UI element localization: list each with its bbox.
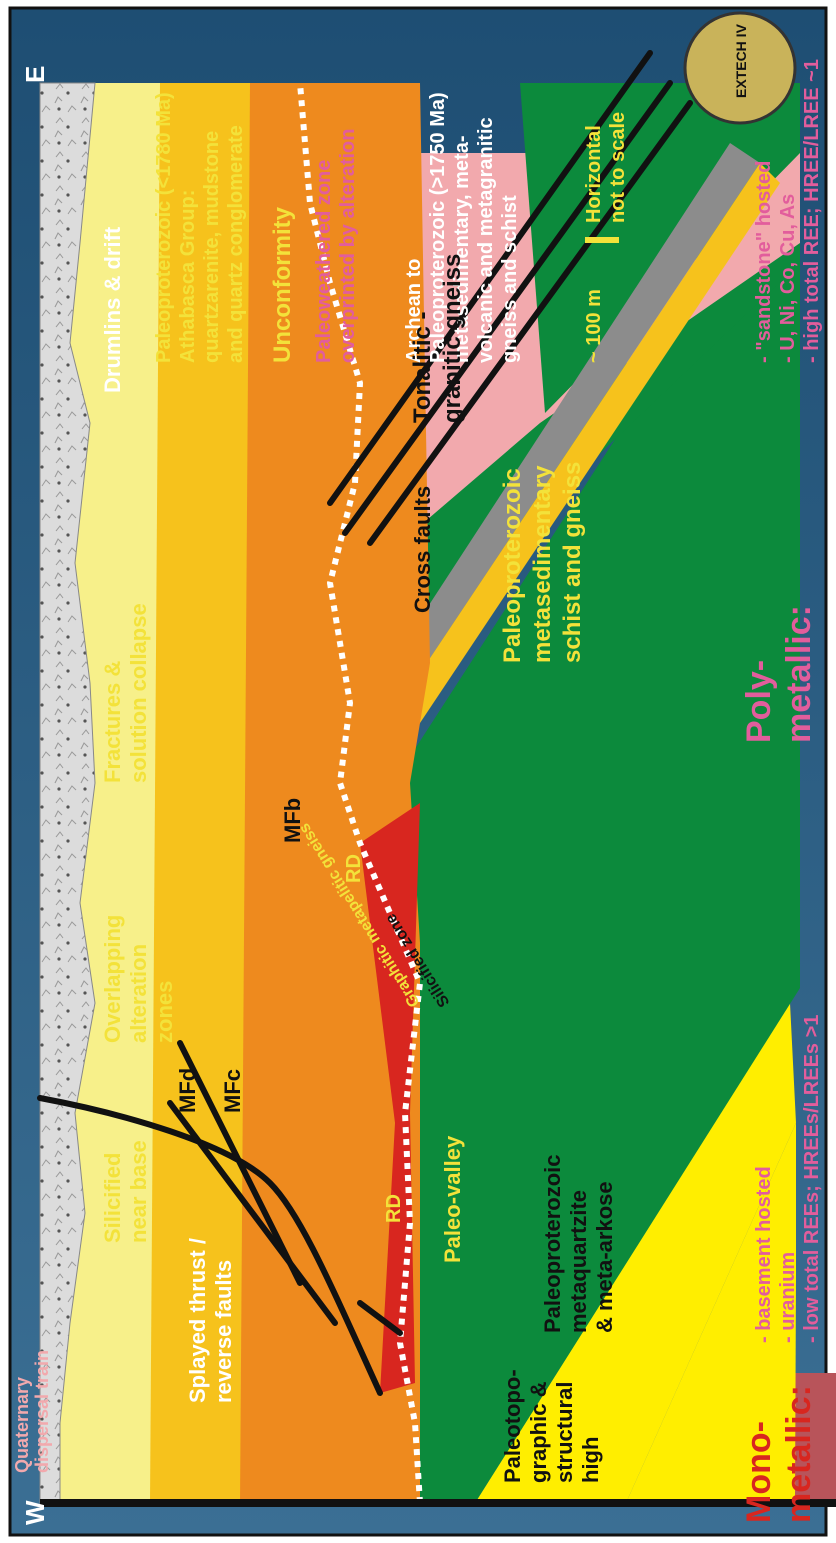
paleo-valley-label: Paleo-valley [440, 1135, 465, 1263]
rd-label-east: RD [343, 854, 365, 883]
metaquartzite-unit-2 [475, 1003, 796, 1503]
poly-items: - "sandstone" hosted - U, Ni, Co, Cu, As… [753, 59, 823, 363]
poly-title: Poly- metallic: [740, 605, 818, 743]
mono-items: - basement hosted - uranium - low total … [753, 1015, 823, 1343]
mfd-label: MFd [175, 1068, 200, 1113]
fractures-label: Fractures & solution collapse [100, 603, 151, 783]
paleoweathered-label: Paleoweathered zone overprinted by alter… [313, 129, 359, 364]
east-label: E [20, 66, 50, 83]
horizontal-label: Horizontal not to scale [583, 112, 629, 223]
basement-green [380, 153, 800, 1503]
quaternary-label: Quaternary dispersal train [12, 1350, 52, 1473]
extech-logo-text: EXTECH IV [733, 23, 749, 98]
rd-label-west: RD [383, 1194, 405, 1223]
scale-label: ~ 100 m [583, 289, 605, 363]
cross-faults-label: Cross faults [410, 486, 435, 613]
extech-logo [683, 11, 797, 125]
metaquartzite-label: Paleoproterozoic metaquartzite & meta-ar… [540, 1148, 617, 1333]
faults [37, 50, 693, 1396]
overlapping-zones-label: Overlapping alteration zones [100, 909, 177, 1043]
unconformity-label: Unconformity [269, 206, 296, 363]
archean-label: Archean to Paleoproterozoic (>1750 Ma) m… [403, 87, 521, 363]
athabasca-label: Paleoproterozoic (<1780 Ma) Athabasca Gr… [153, 87, 247, 363]
mono-title: Mono- metallic: [740, 1385, 818, 1523]
silicified-band [320, 163, 780, 843]
legend: Mono- metallic: - basement hosted - uran… [683, 11, 823, 1523]
drumlins-label: Drumlins & drift [100, 226, 125, 393]
tonalitic-label: Tonalitic - granitic gneiss [409, 254, 466, 423]
rd-zone [360, 803, 420, 1393]
mfb-label: MFb [280, 798, 305, 843]
mfc-label: MFc [220, 1069, 245, 1113]
metasedimentary-label: Paleoproterozoic metasedimentary schist … [499, 459, 586, 663]
west-label: W [20, 1500, 50, 1525]
scale-bar [585, 237, 619, 243]
cross-section [37, 50, 836, 1507]
splayed-faults-label: Splayed thrust / reverse faults [185, 1232, 236, 1403]
silicified-near-base-label: Silicified near base [100, 1140, 151, 1243]
till-cover [39, 82, 96, 1504]
paleotopo-label: Paleotopo- graphic & structural high [500, 1363, 603, 1483]
basement-wedge-left [795, 1373, 836, 1503]
unconformity-line [297, 82, 424, 1504]
